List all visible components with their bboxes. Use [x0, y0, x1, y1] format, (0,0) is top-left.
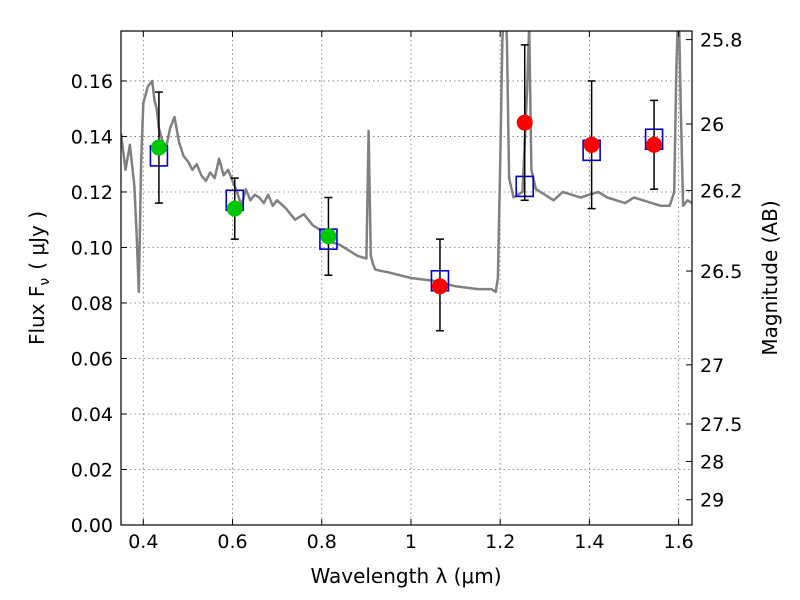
- observed-point-4: [516, 114, 533, 131]
- y-tick-label-7: 0.14: [71, 126, 113, 148]
- y-tick-label-3: 0.06: [71, 348, 113, 370]
- x-tick-label-3: 1: [405, 531, 417, 553]
- x-tick-label-2: 0.8: [307, 531, 337, 553]
- model-spectrum-line: [121, 31, 692, 294]
- x-tick-label-1: 0.6: [217, 531, 247, 553]
- observed-point-2: [320, 228, 337, 245]
- y2-tick-label-6: 28: [700, 451, 724, 473]
- ticks: 0.4 0.6 0.8 1 1.2 1.4 1.6 0.00 0.02 0.04 0.06 0.08 0…: [71, 30, 743, 553]
- x-tick-label-4: 1.2: [485, 531, 515, 553]
- y2-tick-label-0: 25.8: [700, 30, 742, 52]
- y-tick-label-8: 0.16: [71, 71, 113, 93]
- y-tick-label-5: 0.10: [71, 237, 113, 259]
- x-tick-label-0: 0.4: [128, 531, 158, 553]
- observed-point-3: [431, 278, 448, 295]
- x-tick-label-6: 1.6: [664, 531, 694, 553]
- observed-point-5: [583, 136, 600, 153]
- y-tick-label-0: 0.00: [71, 515, 113, 537]
- plot-area: [121, 31, 692, 332]
- y2-tick-label-3: 26.5: [700, 261, 742, 283]
- observed-point-6: [646, 136, 663, 153]
- y2-tick-label-7: 29: [700, 490, 724, 512]
- y-tick-label-6: 0.12: [71, 182, 113, 204]
- y-tick-label-2: 0.04: [71, 404, 113, 426]
- y-axis-label-subscript: ν: [37, 278, 53, 286]
- y-tick-label-4: 0.08: [71, 293, 113, 315]
- y-axis-label-main: Flux F: [25, 286, 49, 345]
- y2-tick-label-5: 27.5: [700, 414, 742, 436]
- y2-axis-label: Magnitude (AB): [758, 200, 782, 355]
- y2-tick-label-2: 26.2: [700, 181, 742, 203]
- observed-point-0: [150, 139, 167, 156]
- y2-tick-label-1: 26: [700, 114, 724, 136]
- plot-frame: [120, 30, 693, 526]
- y2-tick-label-4: 27: [700, 355, 724, 377]
- x-axis-label: Wavelength λ (μm): [310, 564, 501, 588]
- observed-point-1: [226, 200, 243, 217]
- y-axis-label: Flux Fν ( μJy ): [25, 211, 53, 345]
- x-tick-label-5: 1.4: [574, 531, 604, 553]
- y-axis-label-unit: ( μJy ): [25, 211, 49, 270]
- y-tick-label-1: 0.02: [71, 459, 113, 481]
